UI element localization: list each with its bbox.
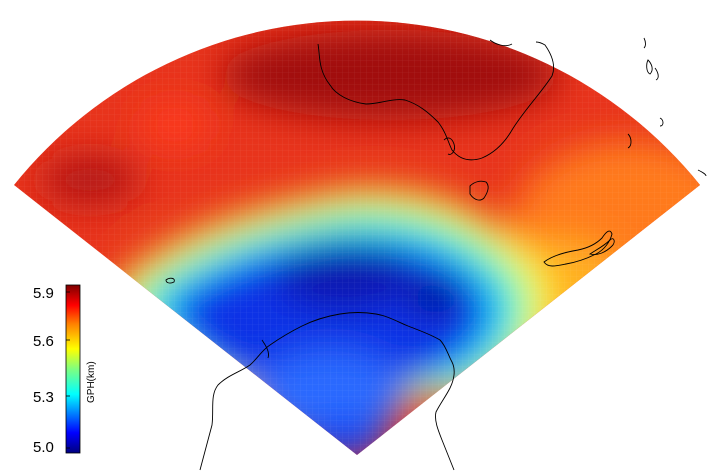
gulf-coast [443, 137, 455, 155]
island-west [165, 277, 175, 284]
island-north-a [489, 39, 513, 47]
new-zealand-coast [543, 230, 613, 267]
island-north-d [659, 117, 664, 127]
island-east-g [697, 169, 707, 177]
colorbar-tick: 5.0 [33, 439, 54, 456]
colorbar-tick: 5.3 [33, 389, 54, 406]
coastlines [165, 37, 707, 471]
antarctica-inlet [261, 339, 269, 359]
new-zealand-south [588, 238, 615, 255]
colorbar-label: GPH(km) [86, 361, 97, 403]
colorbar-tick: 5.9 [33, 285, 54, 302]
australia-coast [317, 41, 555, 161]
antarctica-coast [199, 312, 455, 471]
colorbar-tick: 5.6 [33, 333, 54, 350]
island-north-c [654, 67, 659, 81]
colorbar: 5.9 5.6 5.3 5.0 GPH(km) [33, 284, 97, 456]
colorbar-gradient [65, 284, 81, 454]
island-east-f [627, 133, 632, 149]
island-north-b [646, 59, 653, 75]
tasmania-coast [469, 180, 489, 201]
island-north-e [643, 37, 646, 49]
